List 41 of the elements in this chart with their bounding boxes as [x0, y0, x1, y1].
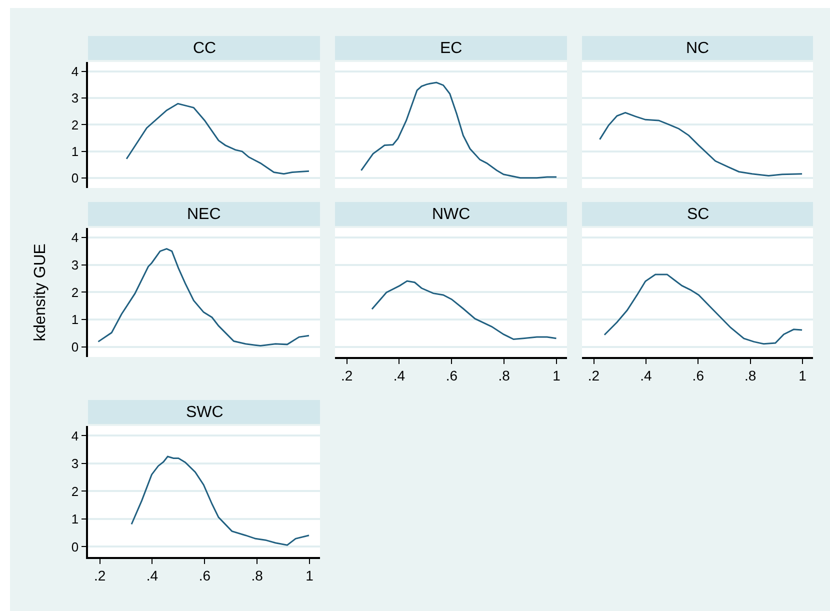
chart-title: EC	[440, 40, 462, 57]
y-tick-label: 3	[71, 90, 79, 106]
chart-title: SC	[687, 206, 710, 223]
y-tick-label: 4	[71, 230, 79, 246]
y-axis-title: kdensity GUE	[32, 244, 49, 342]
x-tick-label: .2	[340, 368, 353, 384]
y-tick-label: 0	[71, 339, 79, 354]
x-tick-label: .2	[94, 568, 106, 584]
x-tick-label: 1	[552, 368, 561, 384]
chart-title: NEC	[187, 206, 221, 223]
x-tick-label: .4	[640, 368, 652, 384]
x-tick-label: .6	[446, 368, 458, 384]
y-tick-label: 2	[71, 484, 79, 499]
y-tick-label: 1	[71, 312, 79, 328]
y-tick-label: 1	[71, 144, 79, 159]
y-tick-label: 2	[71, 284, 79, 300]
y-tick-label: 4	[71, 428, 79, 444]
y-tick-label: 4	[71, 64, 79, 79]
x-tick-label: .8	[744, 368, 756, 384]
x-tick-label: .8	[498, 368, 510, 384]
y-tick-label: 1	[71, 512, 79, 527]
y-tick-label: 3	[71, 257, 79, 272]
line-series	[126, 102, 310, 175]
line-series	[130, 456, 310, 546]
x-tick-label: .6	[198, 568, 211, 584]
x-tick-label: 1	[798, 368, 807, 384]
x-tick-label: 1	[306, 568, 314, 584]
line-series	[97, 248, 310, 347]
y-tick-label: 0	[71, 170, 79, 186]
chart-title: SWC	[186, 404, 224, 421]
y-tick-label: 3	[71, 456, 79, 472]
y-tick-label: 2	[71, 117, 79, 132]
chart-title: NWC	[432, 206, 470, 223]
x-tick-label: .8	[251, 568, 264, 584]
chart-title: CC	[193, 40, 216, 57]
y-tick-label: 0	[71, 539, 79, 554]
x-tick-label: .6	[692, 368, 704, 384]
x-tick-label: .4	[393, 368, 406, 384]
chart-title: NC	[686, 40, 710, 57]
x-tick-label: .2	[588, 368, 600, 384]
x-tick-label: .4	[146, 568, 158, 584]
